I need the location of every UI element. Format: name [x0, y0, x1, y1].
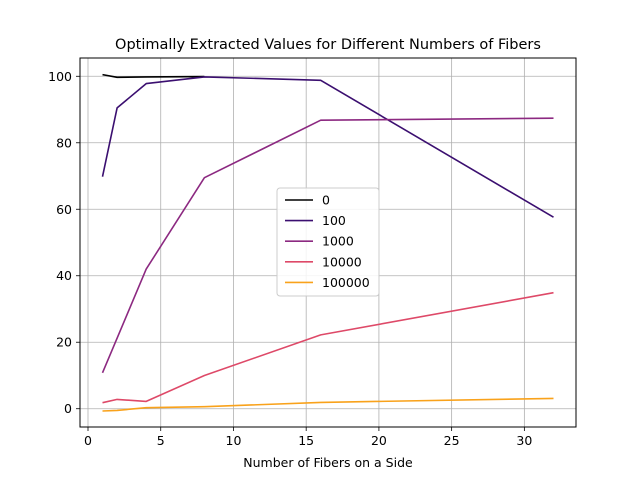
- series-line-100: [101, 76, 554, 218]
- series-line-10000: [102, 291, 554, 404]
- legend-label: 100: [322, 213, 346, 228]
- series-line-100000: [102, 397, 554, 412]
- y-tick-label: 100: [48, 69, 72, 84]
- x-tick-label: 20: [371, 433, 387, 448]
- series-lines: [101, 73, 554, 412]
- legend: 0 100 1000 10000 100000: [276, 187, 380, 297]
- y-tick-label: 20: [56, 335, 72, 350]
- x-tick-label: 10: [226, 433, 242, 448]
- y-tick-label: 0: [64, 401, 72, 416]
- legend-label: 100000: [322, 275, 370, 290]
- legend-label: 1000: [322, 234, 354, 249]
- x-axis-label: Number of Fibers on a Side: [243, 455, 413, 470]
- chart-title: Optimally Extracted Values for Different…: [115, 37, 541, 53]
- series-line-1000: [101, 117, 554, 374]
- x-tick-label: 5: [157, 433, 165, 448]
- legend-label: 10000: [322, 254, 362, 269]
- x-axis-ticks: 0 5 10 15 20 25 30: [84, 427, 532, 448]
- y-axis-ticks: 0 20 40 60 80 100: [48, 69, 80, 416]
- x-tick-label: 25: [444, 433, 460, 448]
- x-tick-label: 0: [84, 433, 92, 448]
- x-tick-label: 15: [298, 433, 314, 448]
- legend-box: [276, 187, 380, 297]
- y-tick-label: 40: [56, 268, 72, 283]
- y-tick-label: 60: [56, 202, 72, 217]
- legend-label: 0: [322, 193, 330, 208]
- x-tick-label: 30: [516, 433, 532, 448]
- plot-frame: [79, 57, 577, 428]
- series-line-0: [102, 73, 205, 79]
- y-tick-label: 80: [56, 135, 72, 150]
